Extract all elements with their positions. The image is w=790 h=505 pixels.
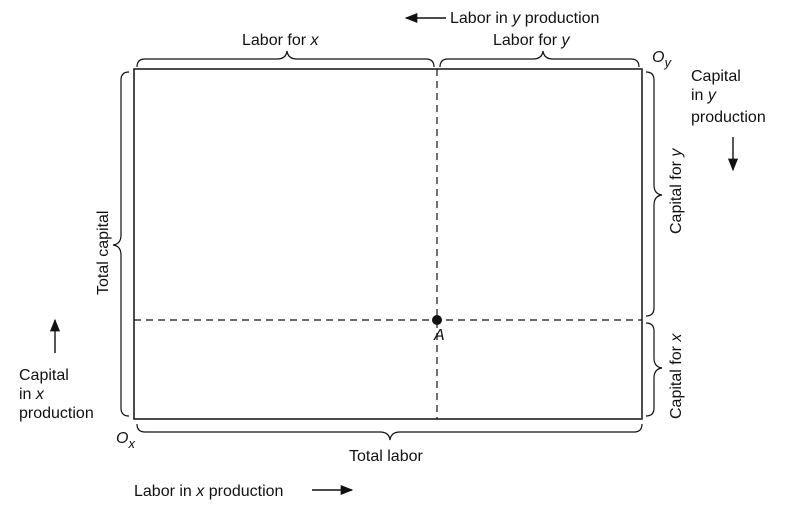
labor-for-x-label: Labor for x: [242, 32, 319, 49]
labor-for-x-brace: [136, 50, 435, 68]
origin-x-label: Ox: [116, 430, 135, 451]
capital-for-y-label: Capital for y: [668, 148, 685, 234]
capital-in-x-production-label: Capital in x production: [19, 367, 94, 422]
capital-for-x-label: Capital for x: [668, 333, 685, 419]
allocation-point: [432, 315, 442, 325]
point-label: A: [433, 327, 445, 344]
origin-y-label: Oy: [652, 49, 672, 70]
labor-in-x-production-label: Labor in x production: [134, 483, 283, 500]
total-capital-brace: [112, 71, 130, 417]
total-capital-label: Total capital: [95, 211, 112, 296]
labor-in-y-production-label: Labor in y production: [450, 10, 599, 27]
edgeworth-box: [133, 68, 643, 420]
capital-for-y-brace: [645, 71, 663, 317]
labor-for-y-label: Labor for y: [493, 32, 570, 49]
capital-for-x-brace: [645, 322, 663, 417]
capital-in-y-production-label: Capital in y production: [691, 68, 766, 126]
total-labor-brace: [136, 423, 643, 441]
labor-for-y-brace: [439, 50, 640, 68]
total-labor-label: Total labor: [349, 448, 423, 465]
